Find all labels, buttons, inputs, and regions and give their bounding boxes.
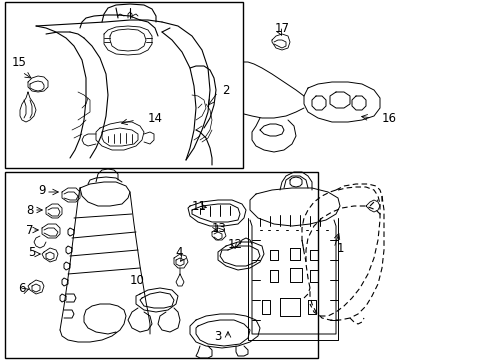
Text: 7: 7 (26, 224, 34, 237)
Text: 9: 9 (38, 184, 45, 198)
Text: 10: 10 (130, 274, 144, 287)
Text: 3: 3 (214, 329, 221, 342)
Text: 14: 14 (148, 112, 163, 125)
Text: 4: 4 (175, 246, 182, 258)
Bar (5, 172, 317, 358)
Text: 1: 1 (336, 242, 344, 255)
Bar (5, 2, 243, 168)
Text: 8: 8 (26, 203, 33, 216)
Text: 15: 15 (12, 55, 27, 68)
Text: 2: 2 (222, 84, 229, 96)
Text: 12: 12 (227, 238, 243, 251)
Text: 16: 16 (381, 112, 396, 125)
Text: 11: 11 (192, 201, 206, 213)
Text: 6: 6 (18, 282, 25, 294)
Text: 5: 5 (28, 247, 35, 260)
Text: 17: 17 (274, 22, 289, 35)
Text: 13: 13 (212, 221, 226, 234)
